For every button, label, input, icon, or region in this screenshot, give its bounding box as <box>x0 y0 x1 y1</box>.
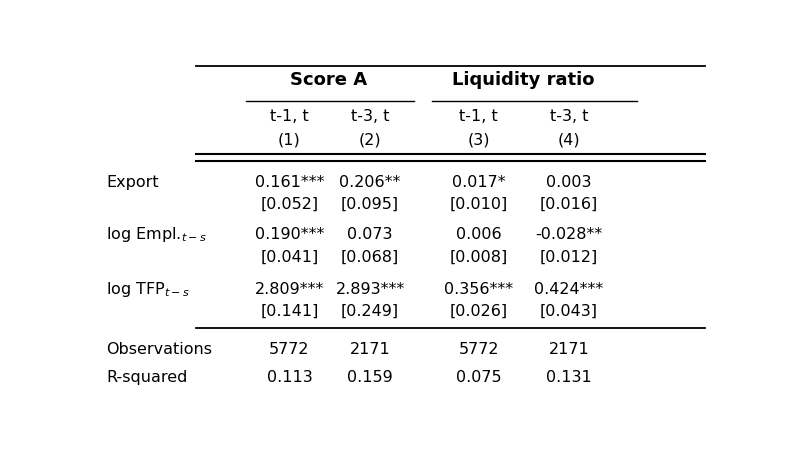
Text: Liquidity ratio: Liquidity ratio <box>453 71 595 89</box>
Text: 0.161***: 0.161*** <box>255 175 324 190</box>
Text: 0.006: 0.006 <box>456 227 501 242</box>
Text: 0.356***: 0.356*** <box>445 282 513 297</box>
Text: 0.073: 0.073 <box>348 227 393 242</box>
Text: [0.010]: [0.010] <box>449 197 508 212</box>
Text: [0.016]: [0.016] <box>540 197 598 212</box>
Text: 2171: 2171 <box>350 342 391 357</box>
Text: 0.131: 0.131 <box>546 370 592 385</box>
Text: Observations: Observations <box>107 342 212 357</box>
Text: [0.249]: [0.249] <box>341 304 399 319</box>
Text: t-1, t: t-1, t <box>460 109 498 124</box>
Text: (4): (4) <box>557 132 580 147</box>
Text: 2.809***: 2.809*** <box>255 282 324 297</box>
Text: [0.043]: [0.043] <box>540 304 598 319</box>
Text: 0.003: 0.003 <box>546 175 592 190</box>
Text: 5772: 5772 <box>269 342 310 357</box>
Text: [0.008]: [0.008] <box>449 250 508 265</box>
Text: 2171: 2171 <box>549 342 590 357</box>
Text: t-3, t: t-3, t <box>549 109 588 124</box>
Text: 0.075: 0.075 <box>456 370 501 385</box>
Text: log TFP$_{t-s}$: log TFP$_{t-s}$ <box>107 280 191 299</box>
Text: [0.068]: [0.068] <box>341 250 399 265</box>
Text: [0.052]: [0.052] <box>260 197 319 212</box>
Text: t-3, t: t-3, t <box>351 109 389 124</box>
Text: 0.206**: 0.206** <box>340 175 400 190</box>
Text: [0.141]: [0.141] <box>260 304 319 319</box>
Text: (3): (3) <box>468 132 490 147</box>
Text: log Empl.$_{t-s}$: log Empl.$_{t-s}$ <box>107 225 207 244</box>
Text: 0.190***: 0.190*** <box>255 227 324 242</box>
Text: [0.041]: [0.041] <box>260 250 319 265</box>
Text: [0.026]: [0.026] <box>449 304 508 319</box>
Text: 0.017*: 0.017* <box>452 175 505 190</box>
Text: Export: Export <box>107 175 159 190</box>
Text: Score A: Score A <box>290 71 367 89</box>
Text: 0.159: 0.159 <box>348 370 393 385</box>
Text: 5772: 5772 <box>458 342 499 357</box>
Text: [0.095]: [0.095] <box>341 197 399 212</box>
Text: [0.012]: [0.012] <box>540 250 598 265</box>
Text: 0.424***: 0.424*** <box>534 282 603 297</box>
Text: 0.113: 0.113 <box>267 370 312 385</box>
Text: t-1, t: t-1, t <box>270 109 309 124</box>
Text: (1): (1) <box>278 132 301 147</box>
Text: R-squared: R-squared <box>107 370 187 385</box>
Text: -0.028**: -0.028** <box>535 227 602 242</box>
Text: (2): (2) <box>359 132 381 147</box>
Text: 2.893***: 2.893*** <box>336 282 405 297</box>
